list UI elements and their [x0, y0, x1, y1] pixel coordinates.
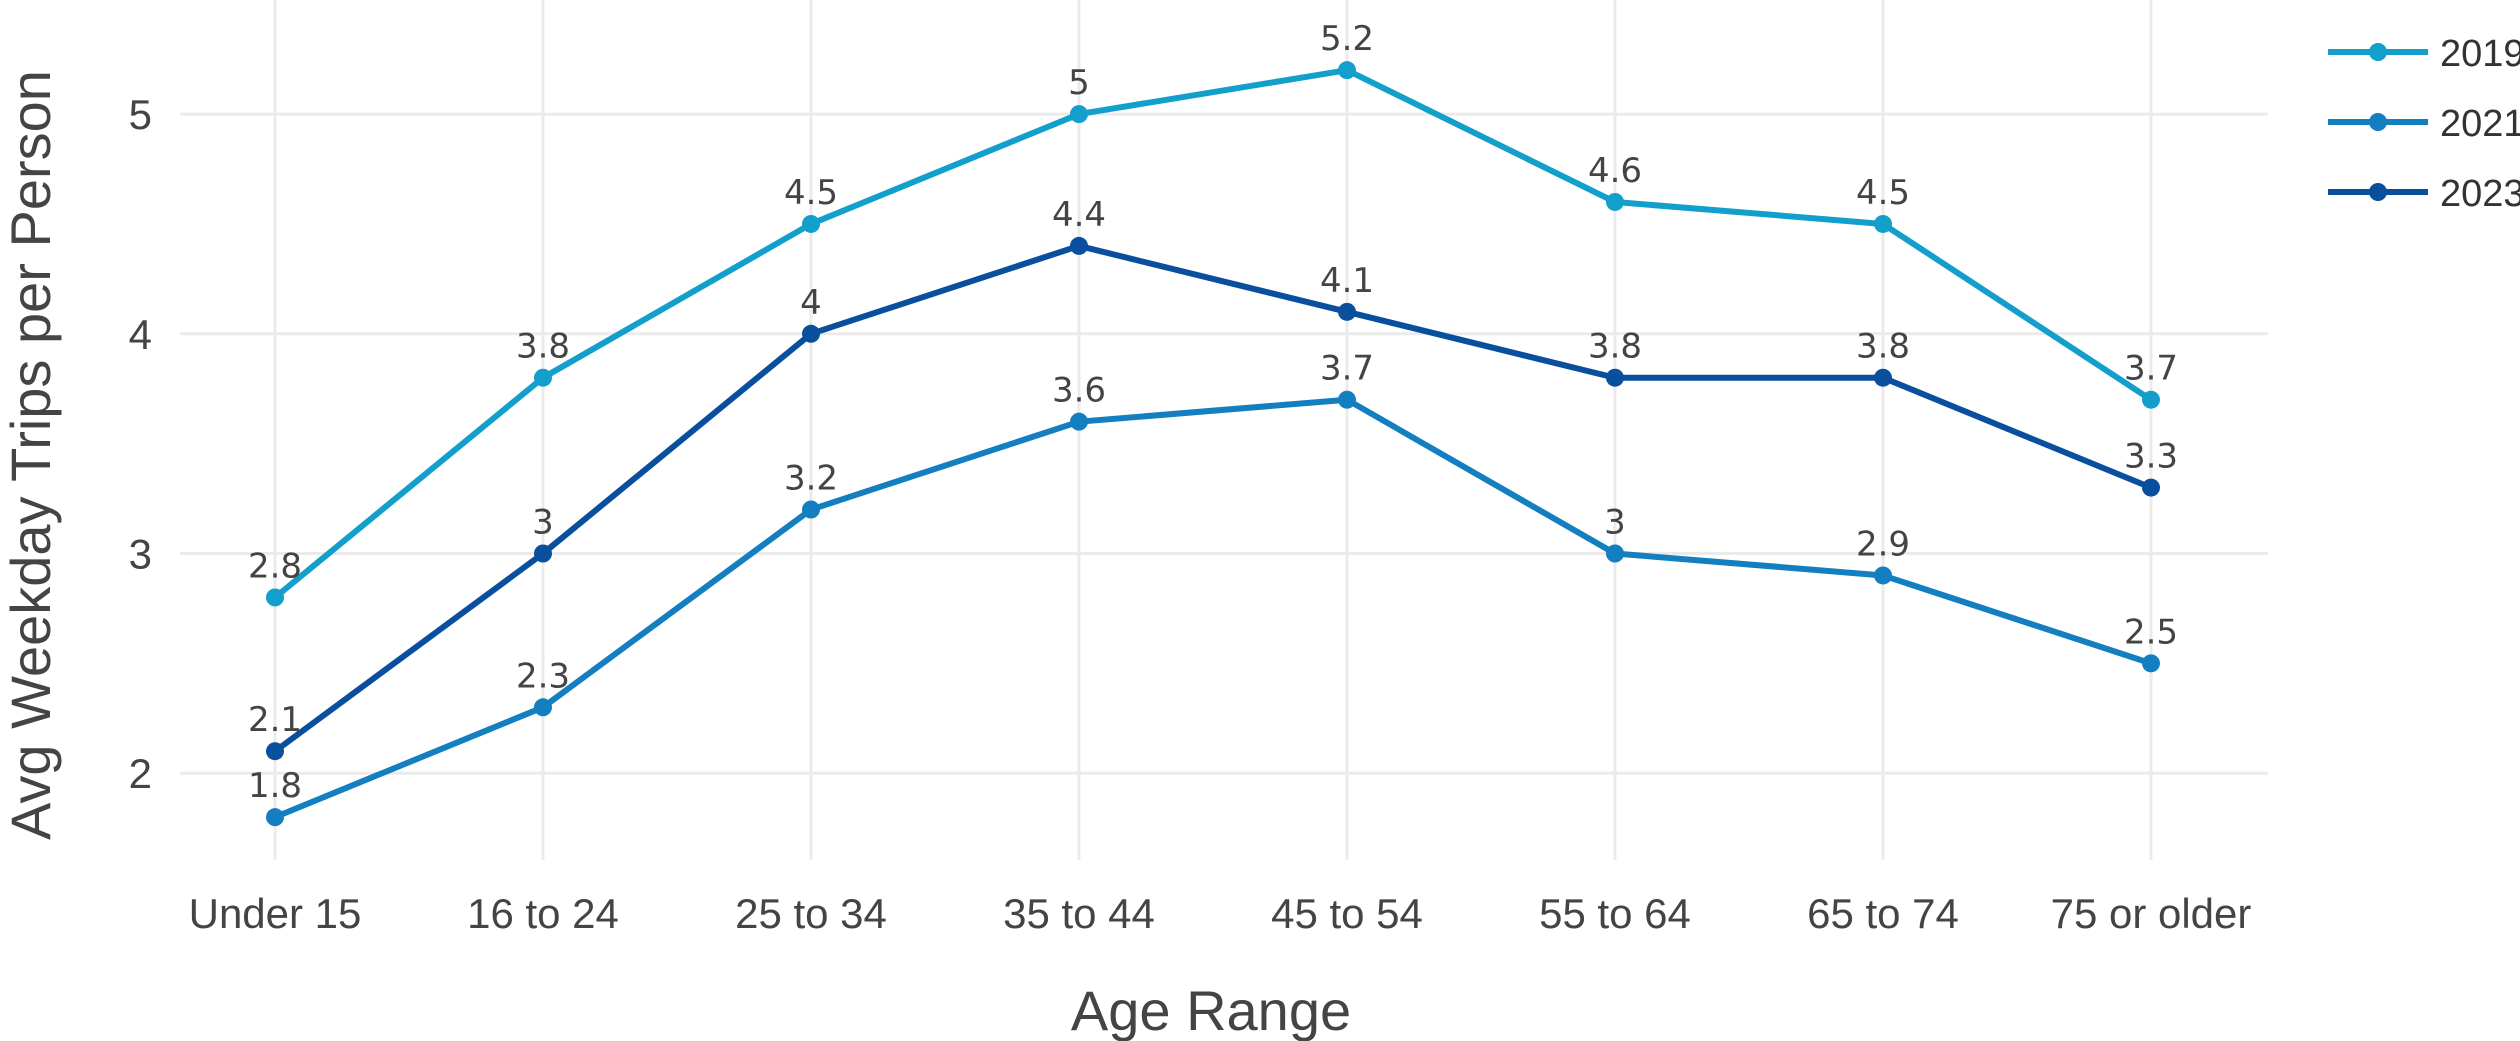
data-label-2021: 2.3	[516, 656, 570, 696]
data-label-2021: 3.2	[784, 459, 838, 499]
x-tick-label: 55 to 64	[1539, 890, 1691, 937]
data-label-2021: 1.8	[248, 766, 302, 806]
x-tick-label: Under 15	[189, 890, 362, 937]
legend-label-2023: 2023	[2440, 173, 2520, 215]
data-point-2023	[1606, 368, 1624, 387]
data-label-2023: 4	[800, 283, 822, 323]
data-label-2021: 3.6	[1052, 371, 1106, 411]
data-point-2021	[266, 808, 284, 827]
data-label-2019: 4.5	[1856, 173, 1910, 213]
data-label-2023: 3	[532, 503, 554, 543]
data-point-2019	[2142, 390, 2160, 409]
x-tick-label: 35 to 44	[1003, 890, 1155, 937]
y-tick-label: 2	[129, 750, 152, 797]
data-point-2021	[1070, 412, 1088, 431]
data-point-2023	[2142, 478, 2160, 497]
data-label-2023: 3.8	[1856, 327, 1910, 367]
legend: 2019 2021 2023	[2328, 33, 2520, 215]
data-point-2019	[1606, 192, 1624, 211]
x-tick-label: 45 to 54	[1271, 890, 1423, 937]
data-point-2023	[266, 742, 284, 761]
series-line-2019	[273, 67, 2153, 600]
data-point-2019	[1070, 105, 1088, 124]
series-line-2021	[273, 396, 2152, 820]
legend-label-2021: 2021	[2440, 103, 2520, 145]
data-label-2023: 4.4	[1052, 195, 1106, 235]
data-label-2023: 2.1	[248, 700, 302, 740]
x-tick-label: 65 to 74	[1807, 890, 1959, 937]
data-point-2023	[1338, 302, 1356, 321]
y-axis-ticks: 2 3 4 5	[129, 91, 152, 797]
x-tick-label: 16 to 24	[467, 890, 619, 937]
x-axis-ticks: Under 15 16 to 24 25 to 34 35 to 44 45 to 54…	[189, 890, 2252, 937]
legend-marker-2023	[2369, 183, 2387, 201]
data-label-2023: 3.3	[2124, 437, 2178, 477]
data-label-2023: 3.8	[1588, 327, 1642, 367]
legend-label-2019: 2019	[2440, 33, 2520, 75]
data-labels: 2.8 3.8 4.5 5 5.2 4.6 4.5 3.7 1.8 2.3 3.2 3.6 3.7 3 2.…	[248, 19, 2178, 806]
data-label-2019: 2.8	[248, 546, 302, 586]
data-point-2023	[802, 324, 820, 343]
data-point-2021	[2142, 654, 2160, 673]
data-point-2021	[534, 698, 552, 717]
data-label-2021: 2.5	[2124, 612, 2178, 652]
grid-lines	[180, 0, 2268, 860]
data-label-2019: 5	[1068, 63, 1090, 103]
legend-marker-2021	[2369, 113, 2387, 131]
data-point-2019	[1338, 61, 1356, 80]
data-label-2019: 4.6	[1588, 151, 1642, 191]
data-point-2021	[802, 500, 820, 519]
x-axis-title: Age Range	[1071, 979, 1351, 1041]
x-tick-label: 75 or older	[2051, 890, 2252, 937]
data-label-2021: 2.9	[1856, 524, 1910, 564]
y-tick-label: 3	[129, 531, 152, 578]
data-label-2023: 4.1	[1320, 261, 1374, 301]
data-point-2019	[534, 368, 552, 387]
y-tick-label: 5	[129, 91, 152, 138]
data-point-2019	[1874, 214, 1892, 233]
data-point-2021	[1606, 544, 1624, 563]
y-tick-label: 4	[129, 311, 152, 358]
series-lines	[266, 61, 2160, 827]
data-point-2023	[534, 544, 552, 563]
series-line-2023	[273, 242, 2153, 754]
y-axis-title: Avg Weekday Trips per Person	[0, 70, 62, 840]
data-point-2023	[1070, 236, 1088, 255]
data-label-2021: 3.7	[1320, 349, 1374, 389]
data-label-2021: 3	[1604, 503, 1626, 543]
data-point-2021	[1874, 566, 1892, 585]
legend-marker-2019	[2369, 43, 2387, 61]
data-label-2019: 3.7	[2124, 349, 2178, 389]
x-tick-label: 25 to 34	[735, 890, 887, 937]
data-label-2019: 3.8	[516, 327, 570, 367]
data-point-2019	[266, 588, 284, 607]
data-point-2019	[802, 214, 820, 233]
data-label-2019: 4.5	[784, 173, 838, 213]
data-point-2021	[1338, 390, 1356, 409]
data-point-2023	[1874, 368, 1892, 387]
data-label-2019: 5.2	[1320, 19, 1374, 59]
